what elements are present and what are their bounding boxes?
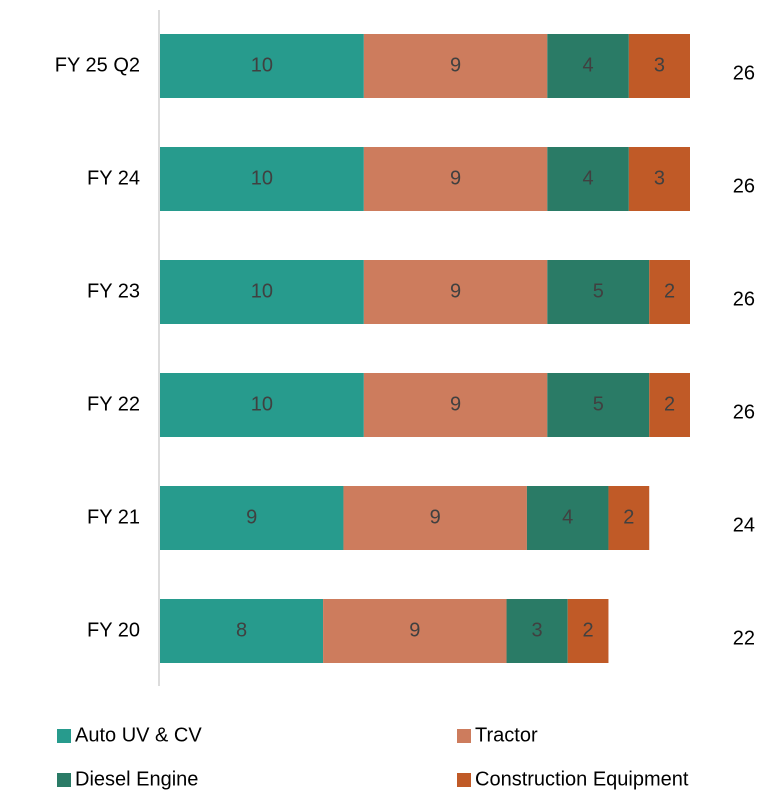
data-label: 9 <box>450 167 461 189</box>
bar-segment <box>547 147 629 211</box>
data-label: 2 <box>664 280 675 302</box>
bar-segment <box>567 599 609 663</box>
data-label: 3 <box>532 619 543 641</box>
data-label: 8 <box>236 619 247 641</box>
legend-swatch <box>457 729 471 743</box>
bar-segment <box>547 34 629 98</box>
legend-label: Tractor <box>475 724 538 746</box>
total-label: 26 <box>733 288 755 310</box>
bar-segment <box>547 373 650 437</box>
data-label: 9 <box>450 393 461 415</box>
data-label: 9 <box>450 280 461 302</box>
y-tick-label: FY 22 <box>87 393 140 415</box>
y-tick-label: FY 23 <box>87 280 140 302</box>
bar-segment <box>363 373 548 437</box>
bar-segment <box>547 260 650 324</box>
data-label: 5 <box>593 280 604 302</box>
bar-segment <box>363 260 548 324</box>
data-label: 2 <box>583 619 594 641</box>
legend-label: Auto UV & CV <box>75 724 202 746</box>
data-label: 2 <box>664 393 675 415</box>
bar-segment <box>363 34 548 98</box>
data-label: 2 <box>623 506 634 528</box>
bar-segment <box>160 599 324 663</box>
bar-segment <box>628 147 690 211</box>
data-label: 3 <box>654 167 665 189</box>
data-label: 4 <box>583 54 594 76</box>
bar-segment <box>323 599 507 663</box>
bar-segment <box>608 486 650 550</box>
bar-segment <box>160 486 344 550</box>
data-label: 9 <box>246 506 257 528</box>
total-label: 26 <box>733 62 755 84</box>
total-label: 24 <box>733 514 755 536</box>
bar-segment <box>160 260 364 324</box>
y-tick-label: FY 24 <box>87 167 140 189</box>
data-label: 4 <box>583 167 594 189</box>
bar-segment <box>526 486 609 550</box>
total-label: 22 <box>733 627 755 649</box>
data-label: 9 <box>450 54 461 76</box>
bar-segment <box>160 147 364 211</box>
data-label: 10 <box>251 280 273 302</box>
legend-swatch <box>457 773 471 787</box>
data-label: 9 <box>409 619 420 641</box>
total-label: 26 <box>733 175 755 197</box>
bar-segment <box>343 486 527 550</box>
bar-segment <box>649 260 690 324</box>
data-label: 3 <box>654 54 665 76</box>
bar-segment <box>628 34 690 98</box>
legend-swatch <box>57 773 71 787</box>
bar-segment <box>160 373 364 437</box>
data-label: 5 <box>593 393 604 415</box>
data-label: 9 <box>430 506 441 528</box>
y-tick-label: FY 21 <box>87 506 140 528</box>
data-label: 10 <box>251 393 273 415</box>
total-label: 26 <box>733 401 755 423</box>
bar-segment <box>649 373 690 437</box>
bar-segment <box>363 147 548 211</box>
legend-label: Construction Equipment <box>475 768 689 790</box>
bar-segment <box>506 599 568 663</box>
bar-segment <box>160 34 364 98</box>
legend-swatch <box>57 729 71 743</box>
y-tick-label: FY 25 Q2 <box>55 54 140 76</box>
data-label: 4 <box>562 506 573 528</box>
y-tick-label: FY 20 <box>87 619 140 641</box>
legend-label: Diesel Engine <box>75 768 198 790</box>
data-label: 10 <box>251 167 273 189</box>
data-label: 10 <box>251 54 273 76</box>
